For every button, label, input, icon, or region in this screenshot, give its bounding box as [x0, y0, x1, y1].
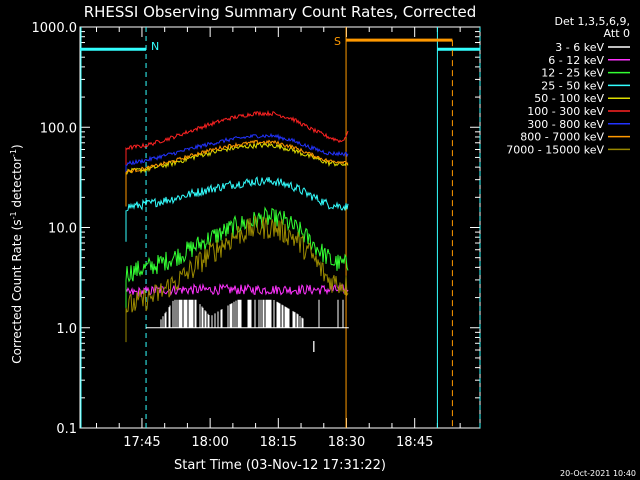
series-3 — [125, 176, 349, 242]
saa-flag-label: S — [334, 35, 341, 48]
legend-entry-label: 25 - 50 keV — [541, 79, 604, 92]
footer-date: 20-Oct-2021 10:40 — [560, 469, 636, 478]
legend-entry-label: 3 - 6 keV — [555, 41, 604, 54]
x-tick-label: 18:30 — [328, 435, 365, 450]
x-tick-label: 18:15 — [260, 435, 297, 450]
night-flag-label: N — [151, 40, 159, 53]
y-tick-label: 0.1 — [56, 422, 77, 437]
x-tick-label: 17:45 — [123, 435, 160, 450]
annotation-mark: l — [312, 340, 316, 356]
legend-entry-label: 300 - 800 keV — [527, 118, 604, 131]
x-axis-label: Start Time (03-Nov-12 17:31:22) — [174, 458, 386, 473]
legend-header-line: Att 0 — [604, 27, 630, 40]
legend-header-line: Det 1,3,5,6,9, — [554, 15, 630, 28]
y-axis-label-sup1: -1 — [9, 211, 18, 219]
legend-entry-label: 50 - 100 keV — [534, 92, 604, 105]
x-tick-label: 18:00 — [191, 435, 228, 450]
y-axis-label-part2: detector — [10, 157, 24, 212]
series-line — [125, 109, 349, 183]
legend-entry-label: 12 - 25 keV — [541, 67, 604, 80]
series-1 — [125, 282, 349, 329]
legend-entry-label: 7000 - 15000 keV — [506, 143, 604, 156]
series-line — [125, 176, 349, 242]
y-tick-label: 100.0 — [40, 121, 77, 136]
series-line — [125, 139, 349, 207]
series-line — [125, 132, 349, 199]
plot-area: 0.1 1.0 10.0 100.0 1000.0 17:45 18:00 18:15 18:3… — [32, 21, 481, 450]
series-7 — [125, 139, 349, 207]
chart-title: RHESSI Observing Summary Count Rates, Co… — [84, 3, 477, 21]
y-axis-label: Corrected Count Rate (s-1 detector-1) — [9, 144, 24, 363]
legend-entry-label: 800 - 7000 keV — [520, 131, 604, 144]
series-0 — [146, 299, 349, 329]
series-8 — [125, 215, 349, 343]
series-line — [125, 282, 349, 329]
legend-entry-label: 100 - 300 keV — [527, 105, 604, 118]
y-tick-label: 1.0 — [56, 322, 77, 337]
series-line — [160, 299, 344, 328]
y-axis-label-part1: Corrected Count Rate (s — [10, 219, 24, 363]
y-axis-label-part3: ) — [10, 144, 24, 149]
legend-entry-label: 6 - 12 keV — [548, 54, 604, 67]
series-line — [125, 215, 349, 343]
series-5 — [125, 109, 349, 183]
y-tick-label: 1000.0 — [32, 21, 78, 36]
y-axis-label-sup2: -1 — [9, 149, 18, 157]
series-6 — [125, 132, 349, 199]
y-tick-label: 10.0 — [48, 222, 77, 237]
x-tick-label: 18:45 — [396, 435, 433, 450]
